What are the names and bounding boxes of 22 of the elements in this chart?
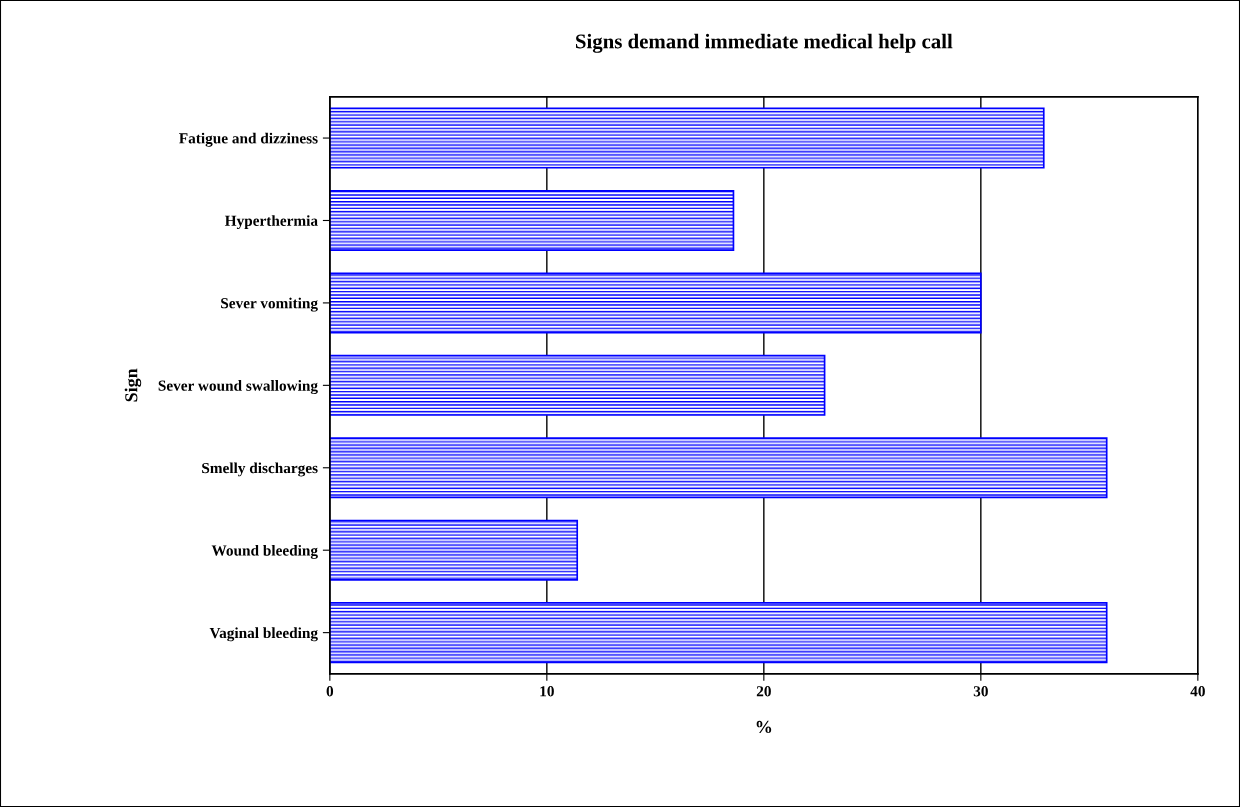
y-tick-label: Hyperthermia <box>224 215 318 230</box>
y-tick-label: Fatigue and dizziness <box>179 132 318 147</box>
x-tick-label: 40 <box>1190 686 1205 697</box>
bar <box>329 189 735 251</box>
y-axis-title: Sign <box>124 368 142 402</box>
bar <box>329 107 1045 169</box>
bar <box>329 519 579 581</box>
bar <box>329 354 826 416</box>
chart-title: Signs demand immediate medical help call <box>576 33 953 53</box>
x-tick-label: 0 <box>326 686 334 697</box>
bar <box>329 437 1108 499</box>
y-tick-label: Vaginal bleeding <box>209 627 318 642</box>
bar <box>329 602 1108 664</box>
y-tick-label: Sever vomiting <box>221 297 318 312</box>
bar <box>329 272 982 334</box>
y-tick-label: Sever wound swallowing <box>158 380 318 395</box>
y-tick-label: Smelly discharges <box>202 462 318 477</box>
x-tick-label: 30 <box>973 686 988 697</box>
x-tick-label: 10 <box>540 686 554 697</box>
x-tick-label: 20 <box>756 686 771 697</box>
x-axis-title: % <box>756 720 772 734</box>
y-tick-label: Wound bleeding <box>211 544 318 559</box>
